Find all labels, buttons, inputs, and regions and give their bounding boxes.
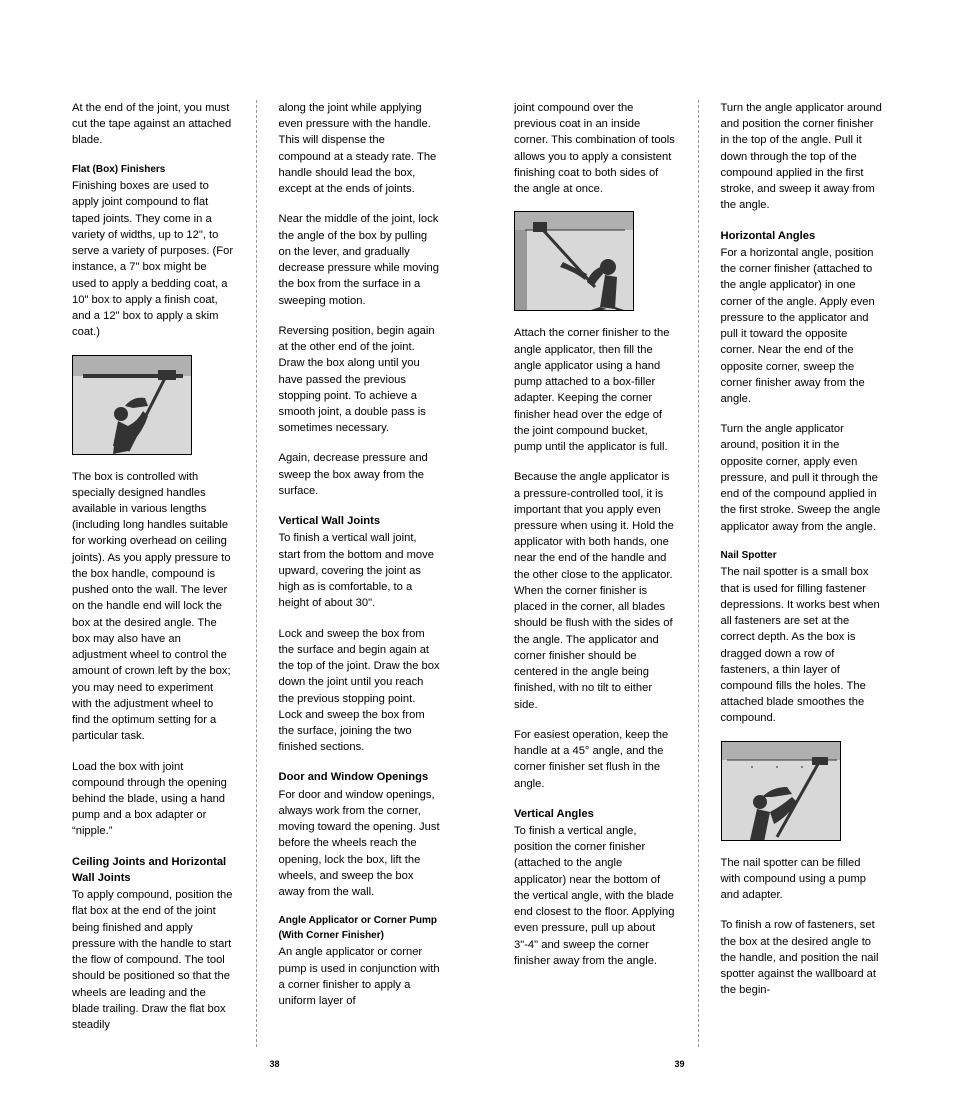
para: For easiest operation, keep the handle a… <box>514 727 676 792</box>
para: For door and window openings, always wor… <box>279 787 441 901</box>
para: For a horizontal angle, position the cor… <box>721 245 883 407</box>
para: Again, decrease pressure and sweep the b… <box>279 450 441 499</box>
column-2: along the joint while applying even pres… <box>279 100 441 1047</box>
para: At the end of the joint, you must cut th… <box>72 100 234 149</box>
page-columns: At the end of the joint, you must cut th… <box>72 100 882 1047</box>
para: Turn the angle applicator around, positi… <box>721 421 883 535</box>
para: To finish a row of fasteners, set the bo… <box>721 917 883 998</box>
para: Load the box with joint compound through… <box>72 759 234 840</box>
illustration-flat-box <box>72 355 192 455</box>
para: An angle applicator or corner pump is us… <box>279 944 441 1009</box>
subhead-vertical-wall: Vertical Wall Joints <box>279 513 441 529</box>
column-separator <box>256 100 257 1047</box>
para: Lock and sweep the box from the surface … <box>279 626 441 756</box>
page-numbers: 38 39 <box>72 1047 882 1069</box>
para: Reversing position, begin again at the o… <box>279 323 441 437</box>
para: Turn the angle applicator around and pos… <box>721 100 883 214</box>
column-1: At the end of the joint, you must cut th… <box>72 100 234 1047</box>
column-separator <box>698 100 699 1047</box>
subhead-ceiling-joints: Ceiling Joints and Horizontal Wall Joint… <box>72 854 234 886</box>
subhead-door-window: Door and Window Openings <box>279 769 441 785</box>
para: To finish a vertical angle, position the… <box>514 823 676 969</box>
para: Because the angle applicator is a pressu… <box>514 469 676 713</box>
page-number-left: 38 <box>72 1059 477 1069</box>
para: along the joint while applying even pres… <box>279 100 441 197</box>
page-number-right: 39 <box>477 1059 882 1069</box>
subhead-nail-spotter: Nail Spotter <box>721 549 883 564</box>
para: joint compound over the previous coat in… <box>514 100 676 197</box>
para: To apply compound, position the flat box… <box>72 887 234 1033</box>
illustration-corner-finisher <box>514 211 634 311</box>
para: The box is controlled with specially des… <box>72 469 234 745</box>
subhead-vertical-angles: Vertical Angles <box>514 806 676 822</box>
para: Near the middle of the joint, lock the a… <box>279 211 441 308</box>
para: Attach the corner finisher to the angle … <box>514 325 676 455</box>
page-gutter <box>462 100 492 1047</box>
subhead-flat-box: Flat (Box) Finishers <box>72 163 234 178</box>
subhead-horizontal-angles: Horizontal Angles <box>721 228 883 244</box>
para: The nail spotter is a small box that is … <box>721 564 883 726</box>
illustration-nail-spotter <box>721 741 841 841</box>
para: To finish a vertical wall joint, start f… <box>279 530 441 611</box>
column-3: joint compound over the previous coat in… <box>514 100 676 1047</box>
subhead-angle-applicator: Angle Applicator or Corner Pump (With Co… <box>279 914 441 943</box>
para: The nail spotter can be filled with comp… <box>721 855 883 904</box>
column-4: Turn the angle applicator around and pos… <box>721 100 883 1047</box>
para: Finishing boxes are used to apply joint … <box>72 178 234 340</box>
